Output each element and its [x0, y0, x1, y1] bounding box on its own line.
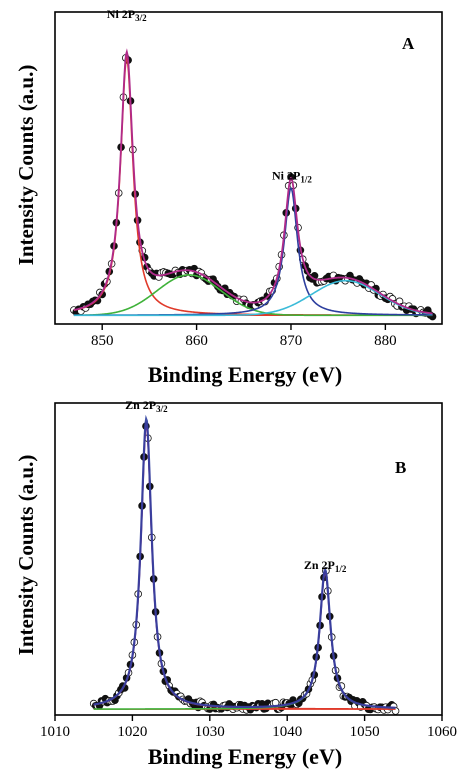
- panel-label-b: B: [395, 458, 406, 477]
- x-axis-label-b: Binding Energy (eV): [148, 744, 342, 769]
- y-axis-label-b: Intensity Counts (a.u.): [14, 455, 38, 656]
- x-tick-label: 1040: [272, 724, 302, 740]
- x-tick-label: 860: [185, 333, 208, 349]
- curves-a: [70, 48, 437, 321]
- peak-annotations-a: Ni 2P3/2 Ni 2P1/2: [107, 7, 313, 185]
- x-tick-label: 870: [280, 333, 303, 349]
- x-tick-label: 850: [91, 333, 114, 349]
- data-point: [287, 173, 295, 181]
- peak-annotation: Zn 2P1/2: [304, 558, 347, 574]
- x-tick-label: 1020: [117, 724, 147, 740]
- x-tick-label: 880: [374, 333, 397, 349]
- curves-b: [89, 414, 400, 715]
- peak-annotations-b: Zn 2P3/2 Zn 2P1/2: [125, 398, 347, 574]
- plot-frame-b: [54, 402, 443, 716]
- x-tick-label: 1050: [350, 724, 380, 740]
- peak-annotation: Zn 2P3/2: [125, 398, 168, 414]
- component-peak-4: [73, 279, 433, 317]
- panel-a: 850 860 870 880 A Intensity Counts (a.u.) B…: [14, 7, 443, 387]
- plot-frame-a: [54, 11, 443, 325]
- x-ticks-a: 850 860 870 880: [91, 324, 397, 349]
- data-points: [89, 422, 400, 715]
- panel-label-a: A: [402, 34, 415, 53]
- x-tick-label: 1030: [195, 724, 225, 740]
- peak-annotation: Ni 2P1/2: [272, 169, 312, 185]
- x-tick-label: 1010: [40, 724, 70, 740]
- x-ticks-b: 1010 1020 1030 1040 1050 1060: [40, 715, 457, 740]
- panel-b: 1010 1020 1030 1040 1050 1060 B Intensity Cou…: [14, 398, 457, 769]
- y-axis-label-a: Intensity Counts (a.u.): [14, 65, 38, 266]
- component-peak-1: [73, 55, 433, 316]
- overall-fit: [93, 414, 396, 709]
- x-tick-label: 1060: [427, 724, 457, 740]
- data-points: [70, 54, 437, 321]
- peak-annotation: Ni 2P3/2: [107, 7, 147, 23]
- x-axis-label-a: Binding Energy (eV): [148, 362, 342, 387]
- envelope-fit: [73, 48, 433, 315]
